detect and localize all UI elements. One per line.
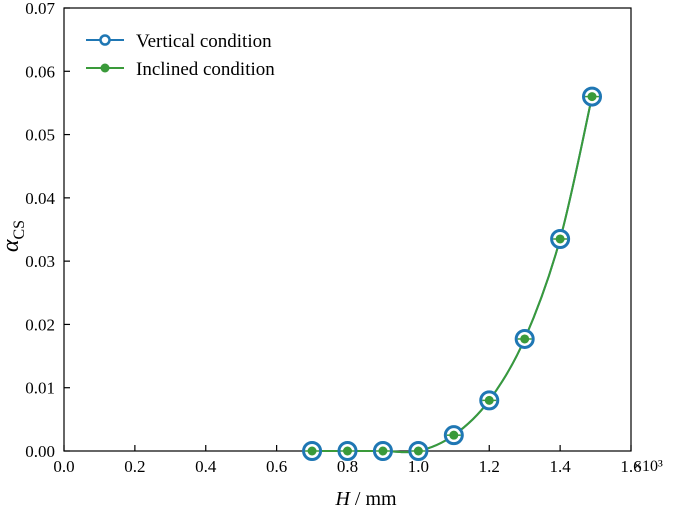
legend: Vertical condition Inclined condition bbox=[86, 31, 275, 80]
x-axis-label-symbol: H bbox=[334, 488, 351, 510]
x-tick-label: 1.0 bbox=[408, 457, 429, 476]
inclined-point bbox=[307, 446, 317, 456]
x-tick-label: 1.6 bbox=[620, 457, 641, 476]
x-axis-label-unit: / mm bbox=[350, 488, 397, 510]
legend-label-vertical: Vertical condition bbox=[136, 31, 272, 52]
inclined-point bbox=[520, 334, 530, 344]
y-axis-label-symbol: α bbox=[0, 239, 24, 252]
y-axis: 0.00 0.01 0.02 0.03 0.04 0.05 0.06 0.07 bbox=[25, 0, 70, 461]
y-tick-label: 0.07 bbox=[25, 0, 55, 18]
y-tick-label: 0.00 bbox=[25, 442, 55, 461]
y-tick-label: 0.05 bbox=[25, 126, 55, 145]
x-tick-label: 0.4 bbox=[195, 457, 217, 476]
series-line-inclined bbox=[312, 96, 593, 454]
y-axis-label: αCS bbox=[0, 220, 28, 252]
x-tick-label: 0.0 bbox=[53, 457, 74, 476]
y-tick-label: 0.04 bbox=[25, 189, 55, 208]
inclined-point bbox=[484, 395, 494, 405]
legend-marker-inclined bbox=[100, 63, 110, 73]
y-axis-label-subscript: CS bbox=[11, 220, 28, 240]
x-multiplier: ×10³ bbox=[633, 458, 663, 475]
inclined-point bbox=[413, 446, 423, 456]
inclined-point bbox=[449, 430, 459, 440]
legend-label-inclined: Inclined condition bbox=[136, 59, 275, 80]
series-layer bbox=[302, 86, 603, 461]
x-tick-label: 1.4 bbox=[550, 457, 572, 476]
inclined-point bbox=[378, 446, 388, 456]
inclined-point bbox=[555, 234, 565, 244]
x-tick-label: 0.2 bbox=[124, 457, 145, 476]
legend-marker-vertical bbox=[99, 34, 111, 46]
x-tick-label: 0.8 bbox=[337, 457, 358, 476]
y-tick-label: 0.02 bbox=[25, 315, 55, 334]
x-tick-label: 1.2 bbox=[479, 457, 500, 476]
y-tick-label: 0.06 bbox=[25, 62, 55, 81]
x-axis: 0.0 0.2 0.4 0.6 0.8 1.0 1.2 1.4 1.6 bbox=[53, 445, 642, 476]
inclined-point bbox=[343, 446, 352, 456]
inclined-point bbox=[587, 92, 597, 102]
x-axis-label: H / mm bbox=[334, 488, 397, 510]
y-tick-label: 0.01 bbox=[25, 379, 55, 398]
x-tick-label: 0.6 bbox=[266, 457, 287, 476]
y-tick-label: 0.03 bbox=[25, 252, 55, 271]
